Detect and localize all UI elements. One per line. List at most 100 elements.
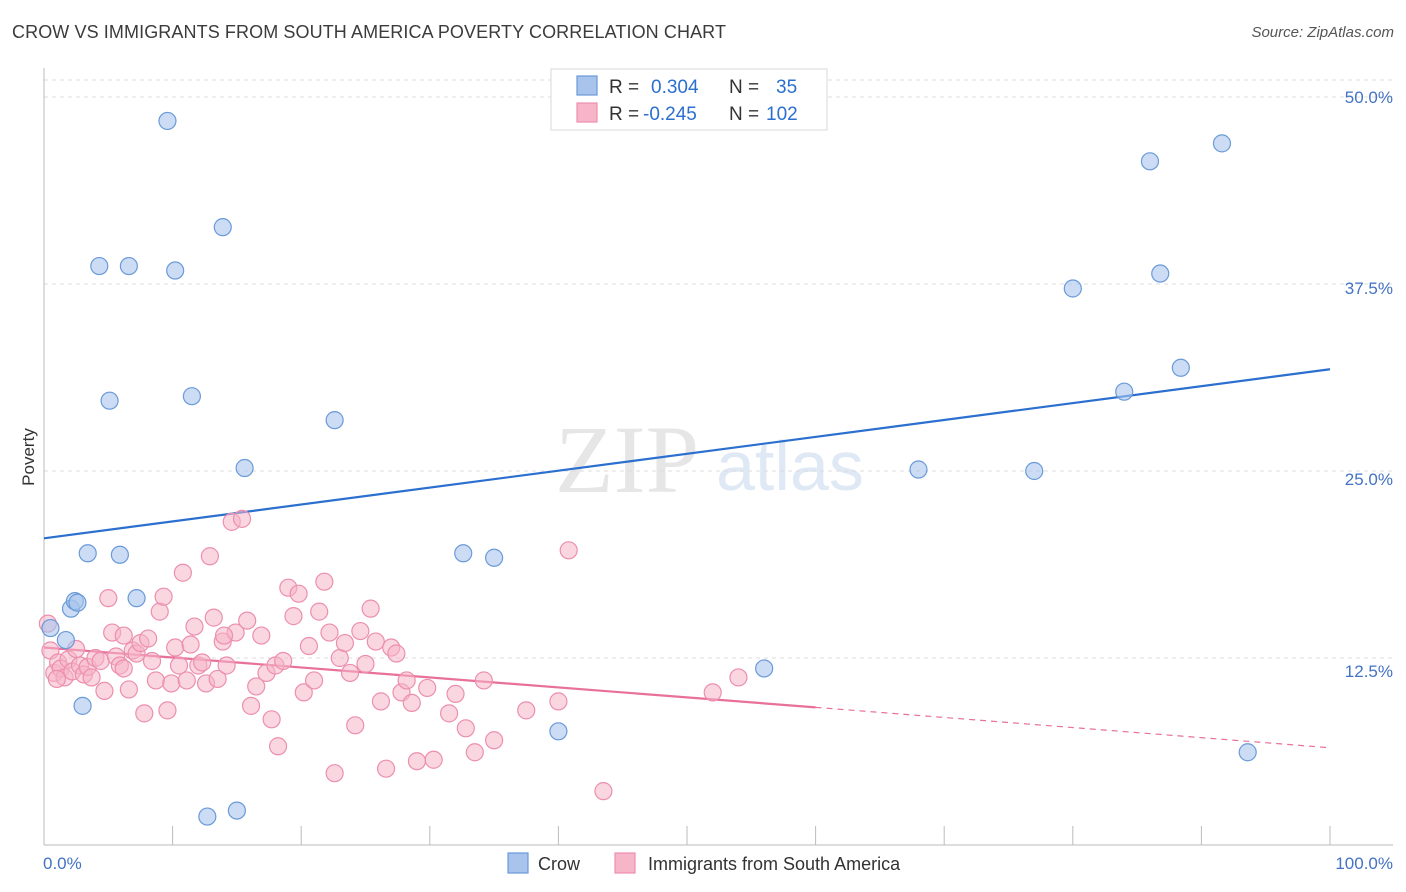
point-immigrants-40 [193,653,212,672]
chart-title: CROW VS IMMIGRANTS FROM SOUTH AMERICA PO… [12,22,727,42]
point-crow-23 [755,659,774,678]
point-immigrants-26 [139,629,158,648]
point-immigrants-94 [549,692,568,711]
point-immigrants-65 [310,602,329,621]
point-immigrants-29 [150,602,169,621]
point-immigrants-62 [294,683,313,702]
gridlines [44,79,1393,659]
point-immigrants-44 [208,669,227,689]
trend-line-crow [43,368,1331,540]
point-crow-22 [549,722,568,741]
point-crow-19 [325,411,344,430]
point-immigrants-71 [340,663,360,683]
point-immigrants-76 [366,632,385,651]
point-immigrants-32 [162,674,181,693]
point-crow-9 [119,256,138,276]
series-crow-points [41,111,1257,826]
point-immigrants-90 [465,743,484,762]
point-immigrants-91 [474,671,493,690]
series-legend: Crow Immigrants from South America [507,852,901,874]
point-immigrants-88 [446,684,465,704]
point-crow-16 [227,801,246,820]
point-immigrants-57 [268,737,288,756]
point-immigrants-51 [241,696,261,715]
point-immigrants-95 [559,541,578,560]
point-immigrants-52 [247,677,266,696]
point-crow-10 [127,589,146,608]
point-crow-30 [1171,358,1190,377]
point-immigrants-98 [729,668,748,687]
legend-imm-r-value: -0.245 [643,104,697,125]
point-immigrants-97 [703,683,722,702]
bottom-legend-swatch-crow [507,852,529,874]
point-crow-8 [110,545,129,564]
point-immigrants-27 [142,651,162,671]
point-crow-18 [68,593,87,612]
point-immigrants-78 [376,759,396,778]
bottom-legend-swatch-immigrants [614,852,636,874]
point-immigrants-89 [456,719,475,738]
point-immigrants-64 [304,671,324,690]
point-immigrants-63 [299,636,319,656]
point-immigrants-84 [407,752,427,771]
trend-lines [43,368,1331,749]
point-immigrants-99 [47,669,66,689]
watermark-atlas: atlas [716,427,864,505]
point-immigrants-85 [418,678,437,698]
point-immigrants-100 [114,626,133,645]
point-immigrants-43 [204,608,223,627]
point-immigrants-21 [119,680,138,699]
point-crow-24 [909,460,928,479]
point-immigrants-80 [387,644,406,663]
y-tick-12-5: 12.5% [1345,662,1393,681]
point-crow-27 [1115,382,1134,401]
point-immigrants-49 [232,509,252,528]
watermark-zip: ZIP [555,406,699,513]
point-immigrants-31 [158,701,177,720]
point-crow-7 [100,391,119,410]
point-immigrants-74 [356,654,375,674]
point-crow-5 [78,544,97,563]
point-immigrants-70 [335,633,355,653]
point-immigrants-67 [320,623,339,642]
point-crow-4 [73,696,92,715]
trend-line-immigrants-extrapolated [815,706,1331,749]
legend-crow-n-value: 35 [776,77,797,98]
x-tick-max: 100.0% [1335,854,1393,873]
y-axis-label: Poverty [19,428,38,486]
point-crow-11 [158,111,177,131]
point-immigrants-50 [238,611,257,630]
point-immigrants-15 [95,681,114,701]
point-crow-0 [41,618,60,638]
point-crow-1 [56,630,75,650]
point-immigrants-37 [181,635,200,654]
point-immigrants-75 [361,599,380,618]
point-immigrants-58 [274,651,293,671]
point-crow-26 [1063,279,1082,298]
series-immigrants-points [38,509,748,801]
point-immigrants-25 [135,704,154,723]
point-crow-17 [235,458,254,478]
point-immigrants-96 [594,782,613,801]
legend-swatch-immigrants [576,102,598,123]
watermark: ZIP atlas [555,406,864,513]
point-immigrants-38 [185,617,204,636]
point-immigrants-16 [99,589,118,608]
legend-crow-r-value: 0.304 [651,77,699,98]
y-tick-37-5: 37.5% [1345,279,1393,298]
point-immigrants-12 [82,668,101,687]
point-crow-25 [1025,461,1044,481]
point-immigrants-35 [173,563,192,582]
point-immigrants-66 [315,572,334,591]
point-crow-15 [213,218,232,237]
point-immigrants-42 [200,547,219,566]
y-tick-25: 25.0% [1345,470,1393,489]
point-immigrants-46 [217,656,236,675]
point-crow-21 [485,548,504,567]
legend-imm-n-label: N = [729,104,759,125]
point-immigrants-14 [91,651,110,671]
point-immigrants-33 [166,638,185,657]
point-crow-14 [198,807,217,826]
point-immigrants-68 [325,764,344,783]
point-immigrants-86 [424,750,443,769]
